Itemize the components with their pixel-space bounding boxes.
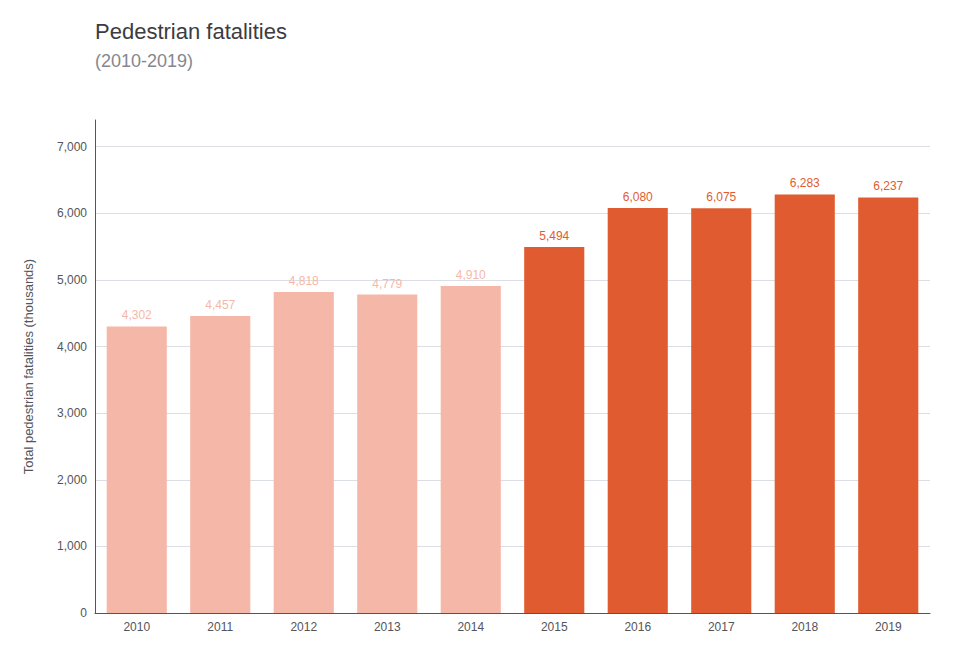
svg-text:6,075: 6,075 xyxy=(706,190,736,204)
svg-text:6,000: 6,000 xyxy=(57,206,87,220)
svg-text:4,302: 4,302 xyxy=(122,308,152,322)
svg-text:4,910: 4,910 xyxy=(456,268,486,282)
svg-text:2015: 2015 xyxy=(541,620,568,634)
svg-text:6,080: 6,080 xyxy=(623,190,653,204)
svg-text:2,000: 2,000 xyxy=(57,473,87,487)
svg-text:5,494: 5,494 xyxy=(539,229,569,243)
svg-text:2011: 2011 xyxy=(207,620,233,634)
svg-text:2012: 2012 xyxy=(290,620,317,634)
svg-text:4,779: 4,779 xyxy=(372,277,402,291)
svg-text:2019: 2019 xyxy=(875,620,902,634)
svg-text:2018: 2018 xyxy=(791,620,818,634)
svg-text:0: 0 xyxy=(80,606,87,620)
svg-text:4,818: 4,818 xyxy=(289,274,319,288)
svg-text:4,457: 4,457 xyxy=(205,298,235,312)
svg-text:1,000: 1,000 xyxy=(57,539,87,553)
svg-text:Pedestrian fatalities: Pedestrian fatalities xyxy=(95,19,287,44)
svg-text:2013: 2013 xyxy=(374,620,401,634)
svg-text:2014: 2014 xyxy=(457,620,484,634)
svg-text:3,000: 3,000 xyxy=(57,406,87,420)
svg-text:7,000: 7,000 xyxy=(57,140,87,154)
svg-text:4,000: 4,000 xyxy=(57,340,87,354)
svg-text:6,237: 6,237 xyxy=(873,179,903,193)
svg-text:2010: 2010 xyxy=(123,620,150,634)
svg-text:5,000: 5,000 xyxy=(57,273,87,287)
svg-text:6,283: 6,283 xyxy=(790,176,820,190)
svg-text:Total pedestrian fatalities (t: Total pedestrian fatalities (thousands) xyxy=(21,259,36,474)
svg-text:(2010-2019): (2010-2019) xyxy=(95,51,193,71)
svg-text:2017: 2017 xyxy=(708,620,735,634)
svg-text:2016: 2016 xyxy=(624,620,651,634)
